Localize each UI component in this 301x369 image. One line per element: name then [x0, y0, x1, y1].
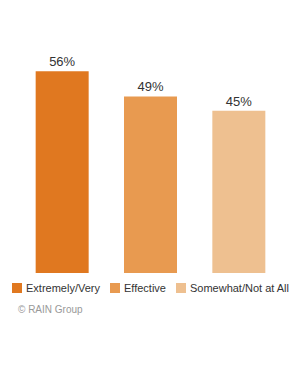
html-text:Effective: Effective — [124, 282, 166, 294]
html-text:© RAIN Group: © RAIN Group — [18, 304, 83, 315]
svg-text:45%: 45% — [226, 94, 252, 109]
svg-text:49%: 49% — [137, 79, 163, 94]
html-text:Somewhat/Not at All: Somewhat/Not at All — [190, 282, 289, 294]
svg-text:56%: 56% — [49, 54, 75, 69]
html-text:Extremely/Very: Extremely/Very — [26, 282, 100, 294]
